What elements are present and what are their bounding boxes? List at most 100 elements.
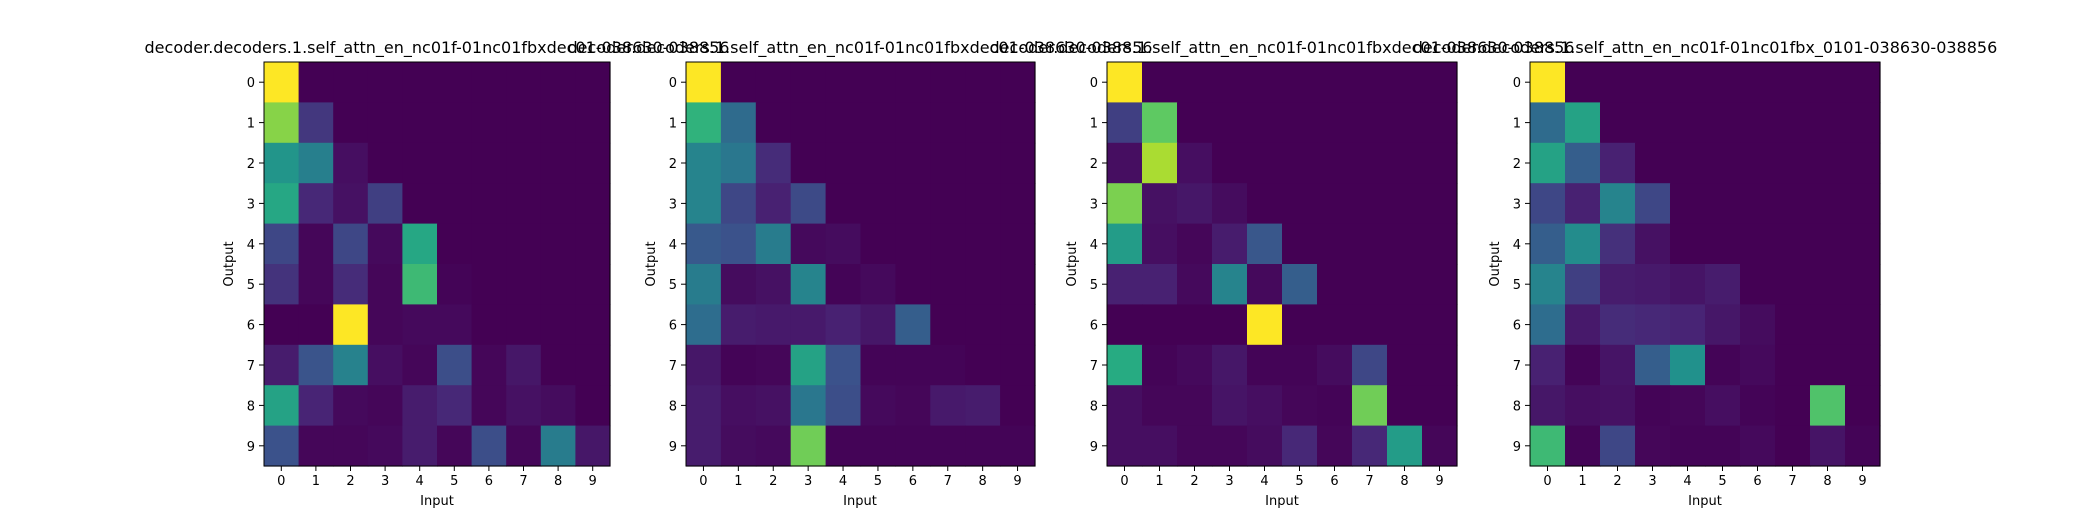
heatmap-cell bbox=[1142, 142, 1178, 184]
heatmap-cell bbox=[1247, 142, 1283, 184]
heatmap-cell bbox=[264, 142, 300, 184]
heatmap-cell bbox=[402, 183, 438, 225]
y-tick-label: 1 bbox=[247, 117, 255, 132]
heatmap-cell bbox=[264, 385, 300, 427]
heatmap-cell bbox=[1600, 304, 1636, 346]
heatmap-cell bbox=[1635, 223, 1671, 265]
heatmap-cell bbox=[1635, 425, 1671, 467]
heatmap-cell bbox=[333, 62, 369, 103]
heatmap-cell bbox=[1810, 385, 1846, 427]
chart-title: decoder.decoders.1.self_attn_en_nc01f-01… bbox=[990, 38, 1575, 58]
heatmap-cell bbox=[264, 425, 300, 467]
heatmap-cell bbox=[333, 344, 369, 386]
x-tick-label: 7 bbox=[519, 474, 527, 489]
heatmap-cell bbox=[437, 385, 473, 427]
y-tick-label: 7 bbox=[669, 359, 677, 374]
heatmap-cell bbox=[1387, 264, 1423, 305]
heatmap-cell bbox=[1740, 304, 1776, 346]
heatmap-cell bbox=[895, 304, 931, 346]
heatmap-cell bbox=[1317, 344, 1353, 386]
heatmap-cell bbox=[575, 62, 611, 103]
heatmap-cell bbox=[930, 183, 966, 225]
y-tick-label: 9 bbox=[1513, 440, 1521, 455]
heatmap-cell bbox=[965, 223, 1001, 265]
heatmap-cells bbox=[1107, 62, 1458, 467]
heatmap-cell bbox=[1247, 183, 1283, 225]
x-tick-label: 6 bbox=[1753, 474, 1761, 489]
heatmap-cell bbox=[1740, 62, 1776, 103]
y-tick-label: 1 bbox=[669, 117, 677, 132]
heatmap-cell bbox=[1317, 264, 1353, 305]
heatmap-cell bbox=[755, 385, 792, 427]
heatmap-cell bbox=[1212, 102, 1248, 144]
heatmap-cell bbox=[1670, 142, 1706, 184]
heatmap-cell bbox=[860, 183, 896, 225]
heatmap-cell bbox=[1352, 264, 1388, 305]
heatmap-cell bbox=[471, 223, 507, 265]
heatmap-cell bbox=[1212, 385, 1248, 427]
y-tick-label: 2 bbox=[1513, 157, 1521, 172]
x-tick-label: 1 bbox=[1155, 474, 1163, 489]
heatmap-cell bbox=[471, 142, 507, 184]
y-ticks: 0 1 2 3 4 5 6 7 8 9 bbox=[1090, 76, 1107, 455]
heatmap-cell bbox=[1000, 62, 1036, 103]
heatmap-cell bbox=[1212, 425, 1248, 467]
heatmap-cell bbox=[860, 425, 896, 467]
heatmap-cell bbox=[1845, 425, 1881, 467]
heatmap-cell bbox=[1000, 385, 1036, 427]
x-tick-label: 2 bbox=[1613, 474, 1621, 489]
heatmap-cell bbox=[1705, 223, 1741, 265]
heatmap-cell bbox=[540, 344, 576, 386]
heatmap-cell bbox=[720, 304, 757, 346]
heatmap-cell bbox=[1000, 304, 1036, 346]
heatmap-cell bbox=[1845, 385, 1881, 427]
heatmap-cell bbox=[1705, 264, 1741, 305]
heatmap-cell bbox=[1565, 304, 1601, 346]
heatmap-cell bbox=[1740, 183, 1776, 225]
heatmap-cell bbox=[402, 304, 438, 346]
heatmap-cell bbox=[1107, 102, 1143, 144]
heatmap-cell bbox=[437, 142, 473, 184]
heatmap-cell bbox=[264, 264, 300, 305]
heatmap-cell bbox=[860, 264, 896, 305]
heatmap-cell bbox=[540, 425, 576, 467]
heatmap-cell bbox=[930, 223, 966, 265]
x-tick-label: 3 bbox=[381, 474, 389, 489]
heatmap-cell bbox=[1387, 344, 1423, 386]
heatmap-cell bbox=[1670, 344, 1706, 386]
heatmap-cell bbox=[1635, 385, 1671, 427]
heatmap-cell bbox=[686, 344, 722, 386]
y-tick-label: 2 bbox=[247, 157, 255, 172]
heatmap-cell bbox=[825, 62, 862, 103]
y-tick-label: 5 bbox=[247, 278, 255, 293]
heatmap-cell bbox=[1635, 102, 1671, 144]
heatmap-cell bbox=[1107, 304, 1143, 346]
heatmap-cell bbox=[1635, 142, 1671, 184]
heatmap-cell bbox=[930, 102, 966, 144]
heatmap-cell bbox=[1600, 102, 1636, 144]
heatmap-cell bbox=[860, 344, 896, 386]
heatmap-cell bbox=[471, 183, 507, 225]
y-tick-label: 7 bbox=[247, 359, 255, 374]
heatmap-cell bbox=[333, 183, 369, 225]
heatmap-cell bbox=[790, 62, 827, 103]
heatmap-panel-2: 0 1 2 3 4 5 6 7 8 9 0 1 2 3 4 5 6 7 8 9 decoder.decoders.1… bbox=[568, 38, 1153, 509]
heatmap-cell bbox=[1810, 223, 1846, 265]
heatmap-cell bbox=[686, 223, 722, 265]
x-tick-label: 4 bbox=[1260, 474, 1268, 489]
heatmap-cell bbox=[367, 223, 403, 265]
y-tick-label: 6 bbox=[1513, 319, 1521, 334]
heatmap-cell bbox=[575, 102, 611, 144]
heatmap-cell bbox=[1775, 223, 1811, 265]
heatmap-cell bbox=[825, 223, 862, 265]
heatmap-cell bbox=[755, 102, 792, 144]
x-tick-label: 1 bbox=[312, 474, 320, 489]
heatmap-cell bbox=[1247, 344, 1283, 386]
heatmap-cell bbox=[333, 385, 369, 427]
x-tick-label: 8 bbox=[1823, 474, 1831, 489]
heatmap-cell bbox=[264, 344, 300, 386]
y-tick-label: 5 bbox=[1090, 278, 1098, 293]
heatmap-panel-1: 0 1 2 3 4 5 6 7 8 9 0 1 2 3 4 5 6 7 8 9 decoder.decoders.1… bbox=[145, 38, 730, 509]
heatmap-cell bbox=[860, 304, 896, 346]
heatmap-cell bbox=[367, 102, 403, 144]
